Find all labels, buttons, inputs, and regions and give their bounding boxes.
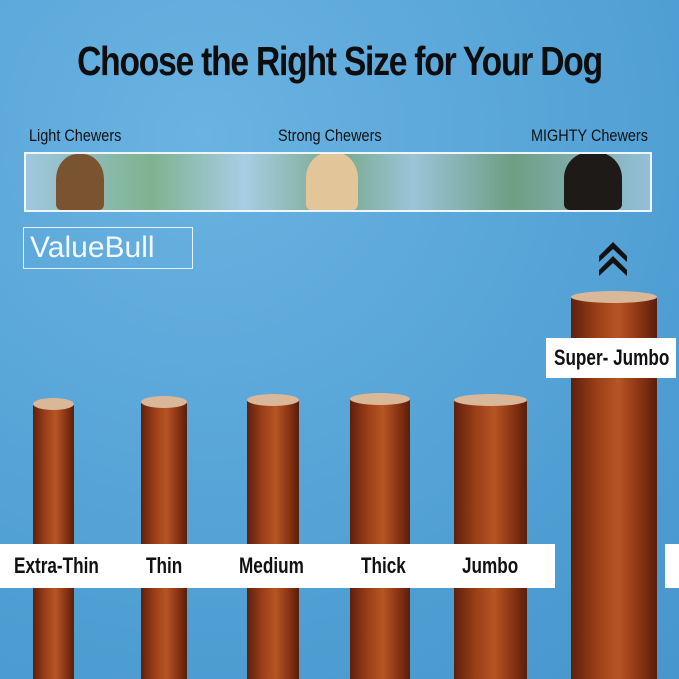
stick-thick	[350, 393, 410, 679]
size-super-jumbo-box: Super- Jumbo	[546, 338, 676, 378]
size-super-jumbo: Super- Jumbo	[554, 345, 670, 370]
chewer-label-light: Light Chewers	[29, 126, 122, 145]
size-thick: Thick	[361, 553, 406, 578]
chewer-label-strong: Strong Chewers	[278, 126, 382, 145]
stick-medium	[247, 394, 299, 679]
stick-extra-thin	[33, 398, 74, 679]
size-label-band-edge	[665, 544, 679, 588]
page-title: Choose the Right Size for Your Dog	[77, 38, 603, 84]
size-jumbo: Jumbo	[462, 553, 519, 578]
size-label-band	[0, 544, 555, 588]
brand-logo: ValueBull	[23, 227, 193, 269]
double-chevron-up-icon	[599, 242, 627, 276]
large-dog-image	[564, 154, 622, 210]
size-medium: Medium	[239, 553, 304, 578]
chewer-label-mighty: MIGHTY Chewers	[531, 126, 648, 145]
stick-thin	[141, 396, 187, 679]
small-dog-image	[56, 154, 104, 210]
medium-dog-image	[306, 154, 358, 210]
stick-jumbo	[454, 394, 527, 679]
dog-banner	[24, 152, 652, 212]
size-extra-thin: Extra-Thin	[14, 553, 99, 578]
size-thin: Thin	[146, 553, 183, 578]
